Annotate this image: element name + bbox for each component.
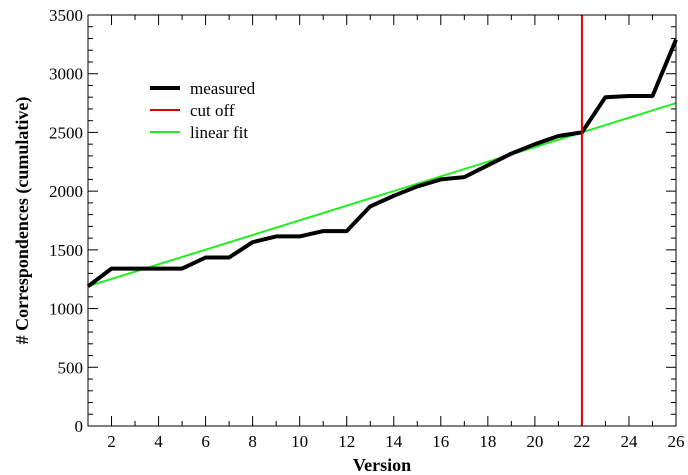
x-tick-label: 10 (291, 432, 308, 451)
legend-label-measured: measured (190, 79, 256, 98)
x-axis-title: Version (353, 455, 411, 475)
x-tick-label: 20 (526, 432, 543, 451)
series-layer (86, 15, 678, 426)
x-tick-label: 18 (479, 432, 496, 451)
x-tick-label: 6 (201, 432, 210, 451)
tick-labels: 2 4 6 8 10 12 14 16 18 20 22 24 26050010001500200025… (49, 6, 685, 451)
y-tick-label: 500 (58, 358, 84, 377)
legend-label-linear-fit: linear fit (190, 123, 248, 142)
legend-label-cut-off: cut off (190, 101, 235, 120)
y-axis-title: # Correspondences (cumulative) (12, 97, 33, 345)
x-tick-label: 14 (385, 432, 403, 451)
series-measured-line (86, 38, 678, 288)
x-tick-label: 4 (154, 432, 163, 451)
x-tick-label: 8 (248, 432, 257, 451)
x-tick-label: 12 (338, 432, 355, 451)
y-tick-label: 3000 (49, 65, 83, 84)
x-tick-label: 24 (620, 432, 638, 451)
legend: measured cut off linear fit (150, 79, 256, 142)
y-tick-label: 1000 (49, 300, 83, 319)
plot-frame (87, 14, 677, 427)
y-tick-label: 2000 (49, 182, 83, 201)
x-tick-label: 16 (432, 432, 449, 451)
y-tick-label: 2500 (49, 123, 83, 142)
y-tick-label: 3500 (49, 6, 83, 25)
x-tick-label: 2 (107, 432, 116, 451)
x-tick-label: 22 (573, 432, 590, 451)
y-tick-label: 1500 (49, 241, 83, 260)
y-tick-label: 0 (75, 417, 84, 436)
x-tick-label: 26 (668, 432, 685, 451)
